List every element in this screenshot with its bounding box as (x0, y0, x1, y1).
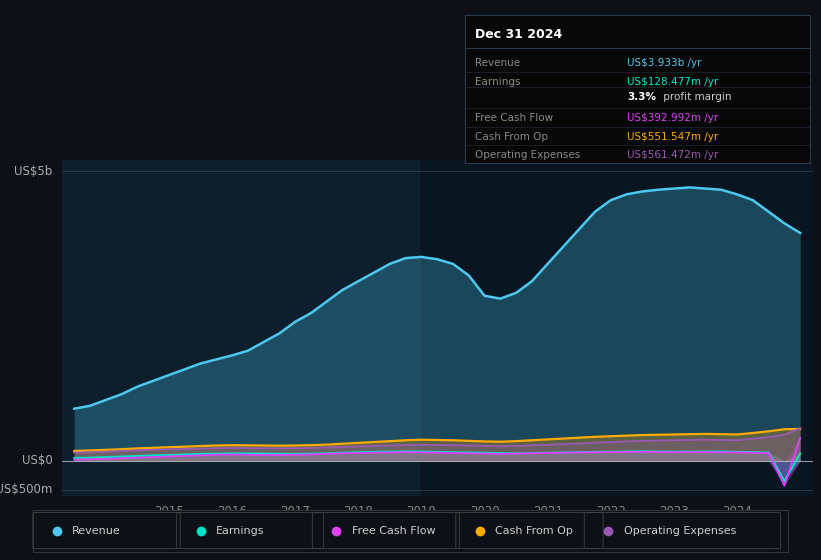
Text: Operating Expenses: Operating Expenses (475, 150, 580, 160)
Text: 3.3%: 3.3% (627, 92, 656, 102)
Text: US$0: US$0 (21, 454, 53, 468)
Text: Cash From Op: Cash From Op (475, 132, 548, 142)
Text: Free Cash Flow: Free Cash Flow (351, 526, 435, 535)
Text: US$561.472m /yr: US$561.472m /yr (627, 150, 718, 160)
Text: Earnings: Earnings (216, 526, 264, 535)
Text: US$392.992m /yr: US$392.992m /yr (627, 113, 718, 123)
Text: US$551.547m /yr: US$551.547m /yr (627, 132, 718, 142)
Text: Operating Expenses: Operating Expenses (623, 526, 736, 535)
Text: Free Cash Flow: Free Cash Flow (475, 113, 553, 123)
Text: -US$500m: -US$500m (0, 483, 53, 496)
Bar (421, 154, 821, 496)
Text: profit margin: profit margin (660, 92, 732, 102)
Text: Earnings: Earnings (475, 77, 521, 87)
Text: US$128.477m /yr: US$128.477m /yr (627, 77, 718, 87)
Text: Revenue: Revenue (475, 58, 521, 68)
Text: Dec 31 2024: Dec 31 2024 (475, 29, 562, 41)
Text: US$5b: US$5b (14, 165, 53, 178)
Text: Cash From Op: Cash From Op (495, 526, 573, 535)
Text: Revenue: Revenue (72, 526, 121, 535)
Text: US$3.933b /yr: US$3.933b /yr (627, 58, 702, 68)
